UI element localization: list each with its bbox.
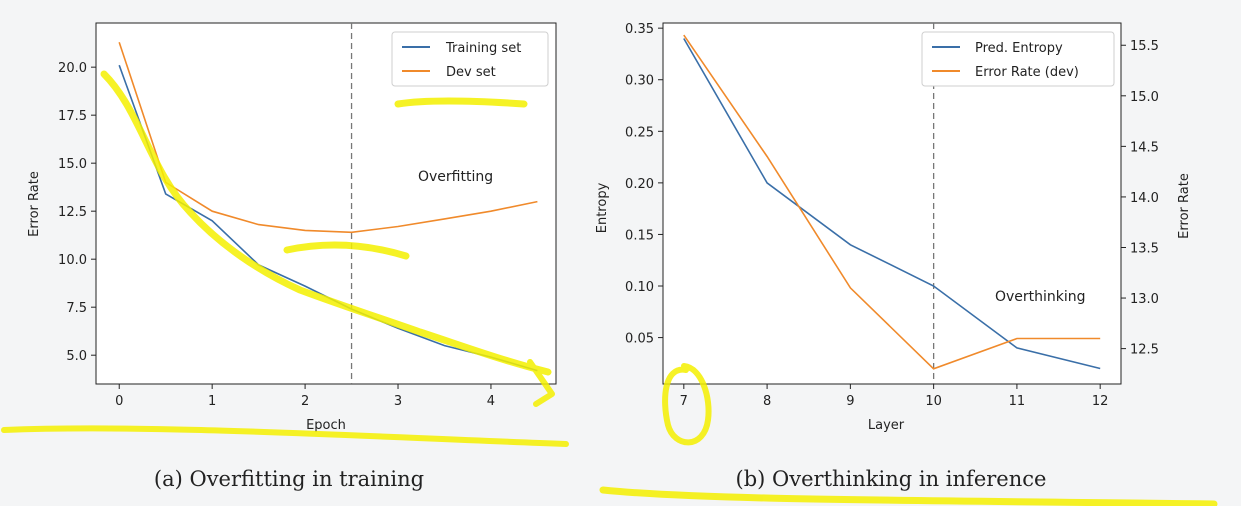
legend-a: Training set Dev set bbox=[391, 31, 549, 87]
y-right-tick-label: 15.5 bbox=[1130, 39, 1159, 54]
x-tick-label: 4 bbox=[487, 394, 495, 409]
highlighter-marks bbox=[1, 70, 1218, 506]
y-tick-label: 0.10 bbox=[625, 280, 654, 295]
y-right-tick-label: 12.5 bbox=[1130, 343, 1159, 358]
legend-b: Pred. Entropy Error Rate (dev) bbox=[921, 31, 1115, 87]
ylabel-b-left: Entropy bbox=[595, 182, 610, 233]
y-tick-label: 5.0 bbox=[66, 349, 87, 364]
legend-label-training: Training set bbox=[445, 41, 521, 56]
highlight-stroke-a-curve bbox=[100, 70, 552, 376]
y-tick-label: 15.0 bbox=[58, 157, 87, 172]
x-tick-label: 2 bbox=[301, 394, 309, 409]
x-ticks-a: 0 1 2 3 4 bbox=[115, 384, 495, 409]
series-error-rate-line bbox=[683, 34, 1101, 370]
x-tick-label: 12 bbox=[1092, 394, 1109, 409]
x-ticks-b: 7 8 9 10 11 12 bbox=[680, 384, 1109, 409]
y-right-tick-label: 13.5 bbox=[1130, 241, 1159, 256]
x-tick-label: 11 bbox=[1009, 394, 1026, 409]
y-right-tick-label: 14.5 bbox=[1130, 140, 1159, 155]
x-tick-label: 0 bbox=[115, 394, 123, 409]
chart-overthinking: 0.05 0.10 0.15 0.20 0.25 0.30 0.35 12.5 13.0 13.… bbox=[595, 22, 1192, 433]
ylabel-a: Error Rate bbox=[27, 171, 42, 237]
legend-box-b bbox=[921, 31, 1115, 87]
annotation-overthinking: Overthinking bbox=[995, 289, 1086, 305]
ylabel-b-right: Error Rate bbox=[1177, 173, 1192, 239]
xlabel-a: Epoch bbox=[306, 418, 346, 433]
y-ticks-b-left: 0.05 0.10 0.15 0.20 0.25 0.30 0.35 bbox=[625, 22, 663, 347]
y-tick-label: 0.30 bbox=[625, 74, 654, 89]
legend-box-a bbox=[391, 31, 549, 87]
highlight-stroke-b-circle bbox=[662, 363, 712, 446]
x-tick-label: 9 bbox=[846, 394, 854, 409]
annotation-overfitting: Overfitting bbox=[418, 169, 493, 185]
y-tick-label: 20.0 bbox=[58, 61, 87, 76]
x-tick-label: 10 bbox=[925, 394, 942, 409]
y-ticks-b-right: 12.5 13.0 13.5 14.0 14.5 15.0 15.5 bbox=[1121, 39, 1159, 358]
legend-label-error-rate: Error Rate (dev) bbox=[975, 65, 1079, 80]
y-tick-label: 0.25 bbox=[625, 125, 654, 140]
series-training-line bbox=[118, 41, 538, 234]
y-tick-label: 0.35 bbox=[625, 22, 654, 37]
y-tick-label: 0.05 bbox=[625, 332, 654, 347]
xlabel-b: Layer bbox=[868, 418, 905, 433]
x-tick-label: 7 bbox=[680, 394, 688, 409]
y-right-tick-label: 14.0 bbox=[1130, 191, 1159, 206]
y-tick-label: 17.5 bbox=[58, 109, 87, 124]
y-tick-label: 0.20 bbox=[625, 177, 654, 192]
y-right-tick-label: 15.0 bbox=[1130, 90, 1159, 105]
highlight-stroke-a-underline bbox=[1, 425, 569, 447]
x-tick-label: 3 bbox=[394, 394, 402, 409]
y-tick-label: 7.5 bbox=[66, 301, 87, 316]
highlight-stroke-a-arrow bbox=[527, 359, 555, 407]
legend-label-dev: Dev set bbox=[446, 65, 496, 80]
x-tick-label: 8 bbox=[763, 394, 771, 409]
caption-a: (a) Overfitting in training bbox=[154, 467, 424, 491]
chart-overfitting: 5.0 7.5 10.0 12.5 15.0 17.5 20.0 0 1 2 3 4 Overfit… bbox=[27, 22, 557, 433]
caption-b: (b) Overthinking in inference bbox=[736, 467, 1047, 491]
y-ticks-a: 5.0 7.5 10.0 12.5 15.0 17.5 20.0 bbox=[58, 61, 96, 364]
highlight-stroke-b-underline bbox=[599, 486, 1218, 506]
series-entropy-line bbox=[683, 38, 1101, 370]
y-tick-label: 0.15 bbox=[625, 228, 654, 243]
y-right-tick-label: 13.0 bbox=[1130, 292, 1159, 307]
y-tick-label: 12.5 bbox=[58, 205, 87, 220]
highlight-stroke-a-mid bbox=[283, 241, 410, 260]
x-tick-label: 1 bbox=[208, 394, 216, 409]
y-tick-label: 10.0 bbox=[58, 253, 87, 268]
highlight-stroke-a-top bbox=[394, 97, 528, 108]
legend-label-entropy: Pred. Entropy bbox=[975, 41, 1063, 56]
